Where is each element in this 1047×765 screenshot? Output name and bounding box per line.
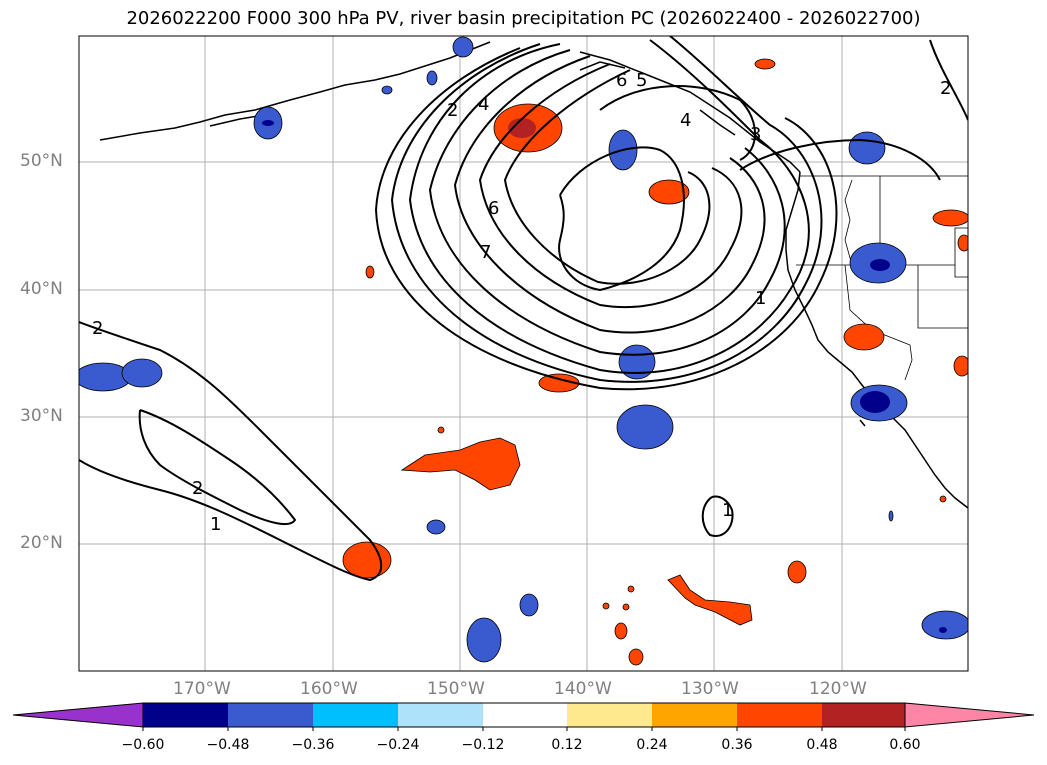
- colorbar-swatch: [228, 703, 313, 727]
- lat-label-50n: 50°N: [20, 151, 63, 171]
- lon-label-130w: 130°W: [681, 679, 739, 699]
- colorbar-low-extension: [12, 702, 144, 728]
- contour-label: 6: [488, 198, 499, 219]
- colorbar-swatch: [652, 703, 737, 727]
- lon-label-160w: 160°W: [300, 679, 358, 699]
- lon-label-170w: 170°W: [173, 679, 231, 699]
- gridlines: [79, 36, 968, 671]
- colorbar: [12, 702, 1035, 731]
- contour-label: 7: [480, 242, 491, 263]
- colorbar-tick-label: 0.24: [636, 737, 668, 753]
- contour-label: 2: [192, 478, 203, 499]
- colorbar-tick-label: −0.48: [206, 737, 250, 753]
- negative-precip-areas: [79, 36, 968, 663]
- colorbar-swatch: [567, 703, 652, 727]
- lon-label-150w: 150°W: [427, 679, 485, 699]
- contour-label: 1: [755, 288, 766, 309]
- colorbar-tick-label: −0.60: [121, 737, 165, 753]
- colorbar-tick-label: 0.60: [889, 737, 921, 753]
- contour-label: 6: [616, 70, 627, 91]
- colorbar-swatch: [737, 703, 822, 727]
- contour-label: 4: [478, 94, 489, 115]
- colorbar-swatch: [143, 703, 228, 727]
- contour-label: 2: [447, 100, 458, 121]
- lat-label-20n: 20°N: [20, 533, 63, 553]
- colorbar-swatch: [483, 703, 567, 727]
- lon-label-140w: 140°W: [554, 679, 612, 699]
- contour-label: 4: [680, 110, 691, 131]
- colorbar-swatch: [313, 703, 398, 727]
- contour-label: 3: [750, 124, 761, 145]
- colorbar-tick-label: −0.12: [461, 737, 505, 753]
- positive-precip-areas: [342, 58, 968, 666]
- colorbar-swatch: [398, 703, 483, 727]
- contour-label: 2: [940, 78, 951, 99]
- colorbar-swatch: [822, 703, 905, 727]
- figure-title: 2026022200 F000 300 hPa PV, river basin …: [126, 8, 921, 29]
- colorbar-tick-label: 0.48: [806, 737, 838, 753]
- contour-labels: 2 4 6 5 4 3 6 7 1 2 2 1 1 2: [92, 70, 951, 535]
- colorbar-tick-label: 0.36: [721, 737, 753, 753]
- colorbar-high-extension: [904, 702, 1035, 728]
- map-frame: [78, 35, 969, 672]
- lon-label-120w: 120°W: [809, 679, 867, 699]
- contour-label: 1: [210, 514, 221, 535]
- lat-label-40n: 40°N: [20, 279, 63, 299]
- contour-label: 5: [636, 70, 647, 91]
- contour-label: 2: [92, 318, 103, 339]
- colorbar-tick-label: −0.24: [376, 737, 420, 753]
- colorbar-tick-label: −0.36: [291, 737, 335, 753]
- lat-label-30n: 30°N: [20, 406, 63, 426]
- colorbar-tick-label: 0.12: [551, 737, 583, 753]
- pv-contours: [79, 36, 968, 582]
- contour-label: 1: [722, 500, 733, 521]
